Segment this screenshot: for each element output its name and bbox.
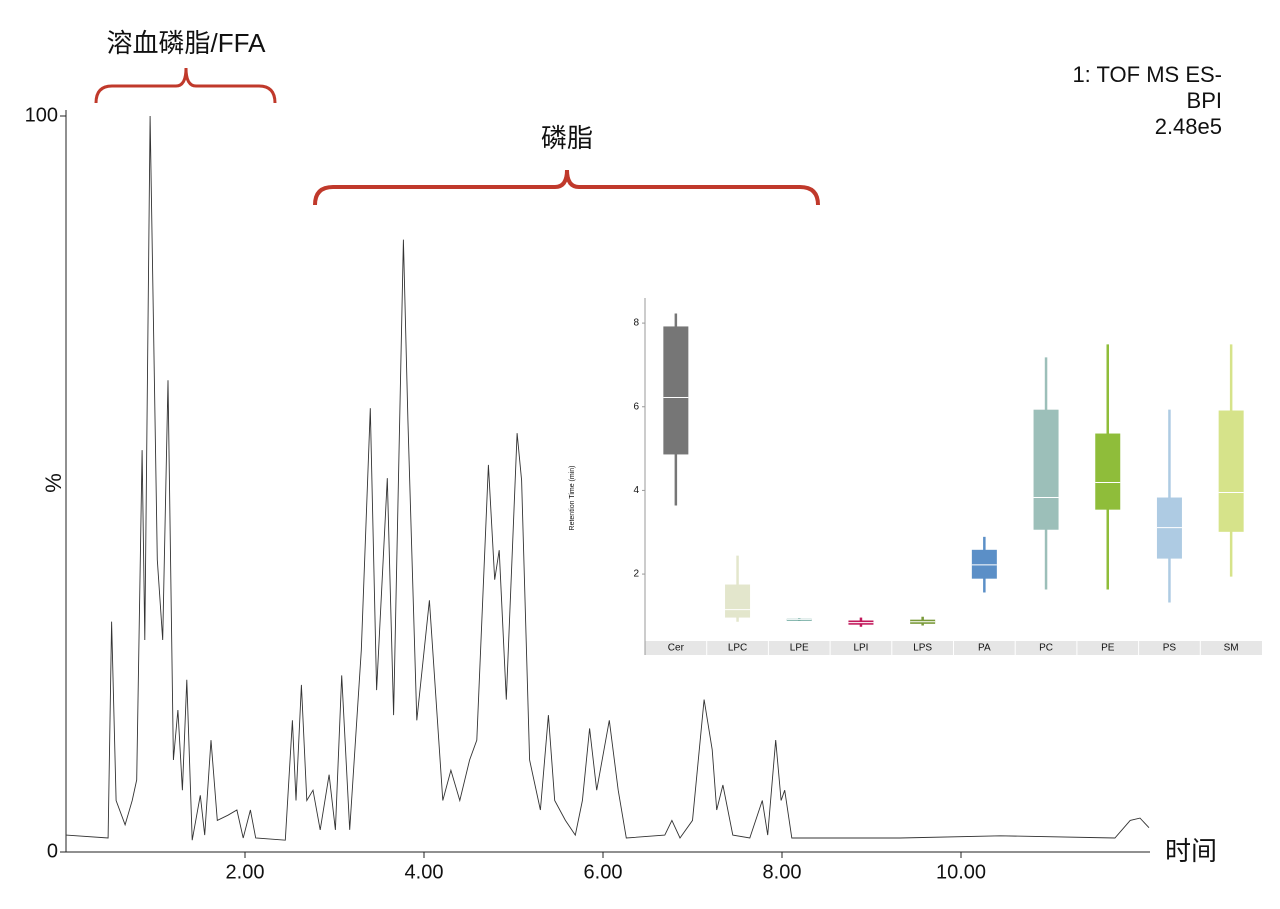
inset-y-tick-label: 8	[633, 318, 639, 329]
box	[1095, 433, 1121, 510]
inset-x-tick-label: Cer	[668, 643, 685, 654]
inset-x-tick-label: PE	[1101, 643, 1115, 654]
inset-y-tick-label: 6	[633, 401, 639, 412]
inset-x-tick-label: PA	[978, 643, 991, 654]
inset-x-tick-label: LPI	[853, 643, 868, 654]
inset-x-tick-label: PC	[1039, 643, 1053, 654]
inset-x-tick-label: LPS	[913, 643, 932, 654]
brace	[94, 67, 277, 104]
inset-y-tick-label: 2	[633, 569, 639, 580]
inset-x-tick-label: PS	[1163, 643, 1177, 654]
inset-x-tick-label: SM	[1224, 643, 1239, 654]
instrument-label: 1: TOF MS ES-	[1072, 62, 1222, 87]
box	[663, 326, 689, 455]
box	[725, 584, 751, 618]
annotation: 溶血磷脂/FFA	[107, 28, 267, 58]
box	[1033, 409, 1059, 530]
instrument-label: 2.48e5	[1155, 114, 1222, 139]
x-tick-label: 10.00	[936, 861, 986, 883]
box	[1218, 410, 1244, 532]
y-axis-label: %	[41, 473, 66, 493]
x-tick-label: 2.00	[226, 861, 265, 883]
x-axis-label: 时间	[1165, 836, 1217, 866]
brace	[313, 169, 820, 206]
chromatogram-trace	[65, 115, 1150, 841]
box	[971, 549, 997, 579]
inset-x-tick-label: LPE	[790, 643, 809, 654]
annotation: 磷脂	[541, 123, 593, 153]
x-tick-label: 4.00	[405, 861, 444, 883]
x-tick-label: 6.00	[584, 861, 623, 883]
instrument-label: BPI	[1187, 88, 1222, 113]
y-tick-label: 0	[47, 840, 58, 862]
inset-y-tick-label: 4	[633, 485, 639, 496]
inset-y-label: Retention Time (min)	[569, 466, 576, 531]
x-tick-label: 8.00	[763, 861, 802, 883]
inset-x-tick-label: LPC	[728, 643, 747, 654]
y-tick-label: 100	[25, 104, 58, 126]
